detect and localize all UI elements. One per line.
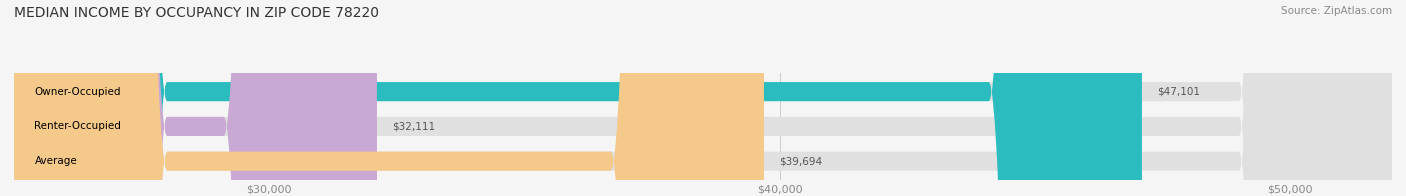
Text: MEDIAN INCOME BY OCCUPANCY IN ZIP CODE 78220: MEDIAN INCOME BY OCCUPANCY IN ZIP CODE 7… bbox=[14, 6, 380, 20]
Text: Owner-Occupied: Owner-Occupied bbox=[35, 87, 121, 97]
Text: $39,694: $39,694 bbox=[779, 156, 823, 166]
FancyBboxPatch shape bbox=[14, 0, 377, 196]
Text: Average: Average bbox=[35, 156, 77, 166]
FancyBboxPatch shape bbox=[14, 0, 763, 196]
Text: Renter-Occupied: Renter-Occupied bbox=[35, 121, 121, 132]
FancyBboxPatch shape bbox=[14, 0, 1142, 196]
Text: $32,111: $32,111 bbox=[392, 121, 436, 132]
FancyBboxPatch shape bbox=[14, 0, 1392, 196]
Text: $47,101: $47,101 bbox=[1157, 87, 1201, 97]
FancyBboxPatch shape bbox=[14, 0, 1392, 196]
FancyBboxPatch shape bbox=[14, 0, 1392, 196]
Text: Source: ZipAtlas.com: Source: ZipAtlas.com bbox=[1281, 6, 1392, 16]
